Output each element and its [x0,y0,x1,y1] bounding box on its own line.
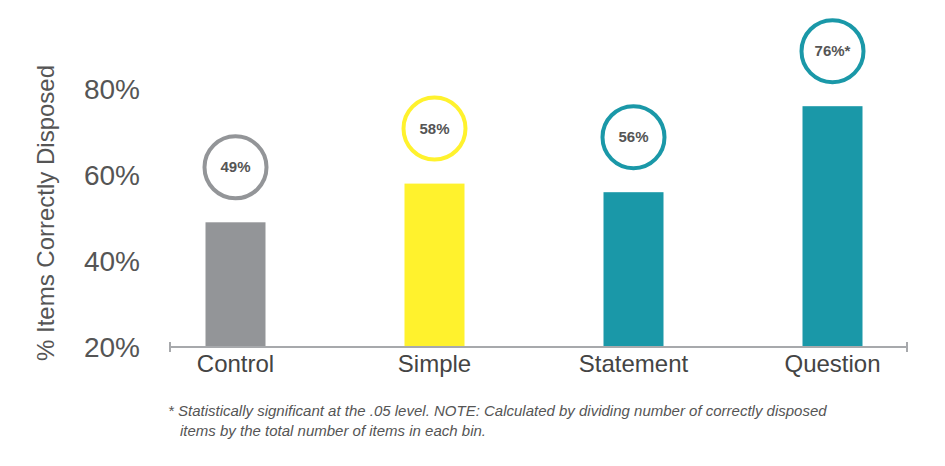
footnote: * Statistically significant at the .05 l… [168,402,827,419]
data-label: 76%* [815,42,851,59]
bar [206,222,266,347]
data-label: 56% [618,128,648,145]
chart-svg: 20% 40% 60% 80% % Items Correctly Disposed Co… [0,0,945,466]
bars [206,106,863,347]
chart-container: 20% 40% 60% 80% % Items Correctly Disposed Co… [0,0,945,466]
y-tick-label: 80% [84,74,140,105]
label-circle [404,98,466,160]
y-tick-label: 60% [84,160,140,191]
bar [604,192,664,347]
y-axis-title: % Items Correctly Disposed [32,65,59,361]
x-tick-label: Control [197,350,274,377]
data-label: 58% [419,120,449,137]
x-tick-label: Statement [579,350,689,377]
x-axis-line [170,346,907,348]
bar [803,106,863,347]
label-circle [603,106,665,168]
data-label: 49% [220,158,250,175]
bar [405,184,465,347]
y-tick-label: 40% [84,246,140,277]
x-axis-cap [169,342,171,352]
x-axis-cap [906,342,908,352]
footnote: items by the total number of items in ea… [180,422,486,439]
y-tick-label: 20% [84,332,140,363]
x-tick-label: Question [784,350,880,377]
label-circle [205,136,267,198]
x-tick-label: Simple [398,350,471,377]
label-circle [802,20,864,82]
